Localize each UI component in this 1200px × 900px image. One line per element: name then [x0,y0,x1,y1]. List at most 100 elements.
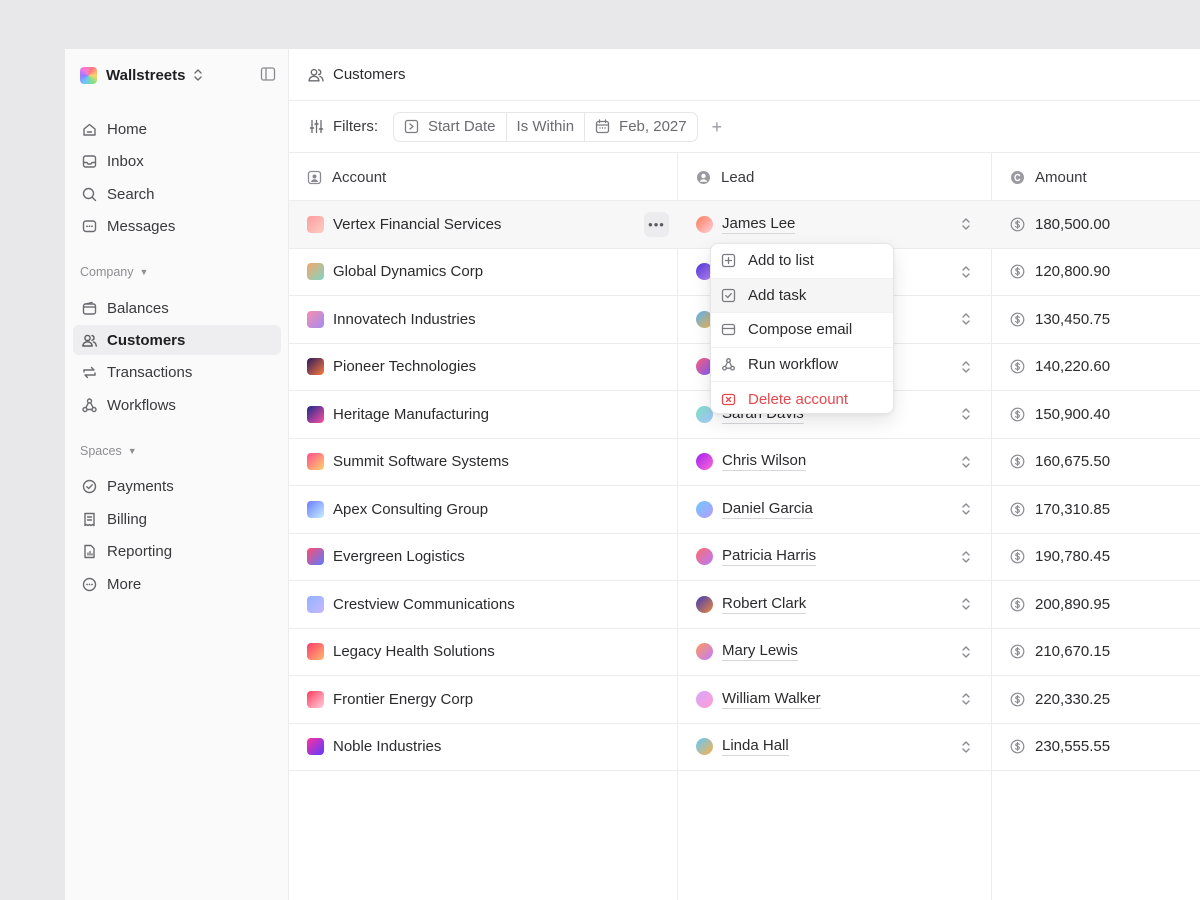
caret-down-icon: ▼ [139,267,149,277]
table-row[interactable]: Noble Industries Linda Hall 230,555.55 [289,724,1200,771]
dollar-circle-icon [1010,549,1025,564]
account-cell[interactable]: Evergreen Logistics [307,534,465,581]
receipt-icon [84,512,95,526]
sidebar-item-label: Workflows [107,396,176,414]
page-title: Customers [333,66,406,83]
column-header-amount[interactable]: Amount [1010,153,1087,201]
amount-cell: 150,900.40 [1010,391,1110,438]
sidebar-item-payments[interactable]: Payments [73,471,281,501]
amount-value: 170,310.85 [1035,500,1111,518]
date-field-icon [404,119,419,134]
account-cell[interactable]: Vertex Financial Services [307,201,501,248]
account-cell[interactable]: Summit Software Systems [307,439,509,486]
chevron-updown-icon[interactable] [961,312,971,326]
chevron-updown-icon[interactable] [961,265,971,279]
sidebar-item-home[interactable]: Home [73,114,281,144]
table-row[interactable]: Frontier Energy Corp William Walker 220,… [289,676,1200,724]
account-logo-icon [307,738,324,756]
amount-cell: 160,675.50 [1010,439,1110,486]
account-cell[interactable]: Heritage Manufacturing [307,391,489,438]
chevron-updown-icon[interactable] [961,550,971,564]
account-cell[interactable]: Frontier Energy Corp [307,676,473,723]
account-cell[interactable]: Apex Consulting Group [307,486,488,533]
chevron-updown-icon[interactable] [961,360,971,374]
chevron-updown-icon[interactable] [961,645,971,659]
sidebar-item-transactions[interactable]: Transactions [73,357,281,387]
chevron-updown-icon[interactable] [961,455,971,469]
table-row[interactable]: Legacy Health Solutions Mary Lewis 210,6… [289,629,1200,676]
menu-item-add-task[interactable]: Add task [711,278,893,314]
lead-cell[interactable]: William Walker [696,676,991,723]
lead-cell[interactable]: James Lee [696,201,991,248]
lead-name: William Walker [722,689,821,709]
sidebar-item-inbox[interactable]: Inbox [73,146,281,176]
amount-value: 150,900.40 [1035,405,1111,423]
chevron-updown-icon[interactable] [961,692,971,706]
lead-cell[interactable]: Chris Wilson [696,439,991,486]
account-cell[interactable]: Global Dynamics Corp [307,249,483,296]
sidebar-item-reporting[interactable]: Reporting [73,536,281,566]
account-cell[interactable]: Crestview Communications [307,581,515,628]
filter-operator-chip[interactable]: Is Within [507,112,586,141]
filter-bar: Filters: Start Date Is Within Feb, 2027 … [289,101,1200,153]
sidebar-item-customers[interactable]: Customers [73,325,281,355]
menu-item-run-workflow[interactable]: Run workflow [711,348,893,383]
menu-item-compose-email[interactable]: Compose email [711,313,893,348]
table-row[interactable]: Crestview Communications Robert Clark 20… [289,581,1200,629]
table-row[interactable]: Evergreen Logistics Patricia Harris 190,… [289,534,1200,581]
lead-cell[interactable]: Patricia Harris [696,534,991,581]
account-name: Evergreen Logistics [333,548,465,566]
sidebar-item-billing[interactable]: Billing [73,504,281,534]
chevron-updown-icon[interactable] [961,502,971,516]
sidebar-toggle-icon[interactable] [260,66,276,82]
account-cell[interactable]: Noble Industries [307,724,441,771]
filter-field-chip[interactable]: Start Date [394,112,507,141]
dollar-circle-icon [1010,312,1025,327]
sidebar-item-workflows[interactable]: Workflows [73,390,281,420]
account-name: Heritage Manufacturing [333,405,489,423]
dollar-circle-icon [1010,359,1025,374]
menu-item-add-to-list[interactable]: Add to list [711,244,893,279]
chevron-updown-icon[interactable] [961,597,971,611]
filter-field-label: Start Date [428,118,496,135]
menu-item-delete-account[interactable]: Delete account [711,382,893,413]
account-cell[interactable]: Innovatech Industries [307,296,476,343]
lead-cell[interactable]: Robert Clark [696,581,991,628]
account-name: Frontier Energy Corp [333,690,474,708]
sidebar-item-search[interactable]: Search [73,179,281,209]
sidebar-item-more[interactable]: More [73,569,281,599]
column-header-account[interactable]: Account [307,153,386,201]
amount-value: 180,500.00 [1035,215,1111,233]
filters-label: Filters: [333,118,378,135]
sidebar-item-label: More [107,575,142,593]
amount-cell: 200,890.95 [1010,581,1110,628]
lead-cell[interactable]: Daniel Garcia [696,486,991,533]
chevron-updown-icon[interactable] [961,407,971,421]
column-header-lead[interactable]: Lead [696,153,754,201]
account-cell[interactable]: Legacy Health Solutions [307,629,495,676]
lead-cell[interactable]: Mary Lewis [696,629,991,676]
sidebar-item-balances[interactable]: Balances [73,293,281,323]
account-name: Legacy Health Solutions [333,643,495,661]
table-row[interactable]: Summit Software Systems Chris Wilson 160… [289,439,1200,486]
section-label-spaces[interactable]: Spaces ▼ [80,444,137,458]
filter-value-chip[interactable]: Feb, 2027 [585,113,697,141]
chevron-updown-icon[interactable] [961,217,971,231]
amount-value: 210,670.15 [1035,643,1111,661]
sidebar-item-messages[interactable]: Messages [73,211,281,241]
chevron-updown-icon[interactable] [961,740,971,754]
amount-value: 140,220.60 [1035,358,1111,376]
add-filter-button[interactable]: + [711,116,723,137]
users-icon [308,68,324,81]
table-row[interactable]: Vertex Financial Services ••• James Lee … [289,201,1200,249]
lead-name: Patricia Harris [722,547,817,567]
row-more-button[interactable]: ••• [644,212,669,237]
mail-icon [721,324,736,336]
filter-sliders-icon [309,119,324,134]
section-label-company[interactable]: Company ▼ [80,265,148,279]
workspace-switcher[interactable]: Wallstreets [80,63,276,87]
lead-cell[interactable]: Linda Hall [696,724,991,771]
filter-value-label: Feb, 2027 [619,118,687,135]
account-cell[interactable]: Pioneer Technologies [307,344,476,391]
table-row[interactable]: Apex Consulting Group Daniel Garcia 170,… [289,486,1200,534]
